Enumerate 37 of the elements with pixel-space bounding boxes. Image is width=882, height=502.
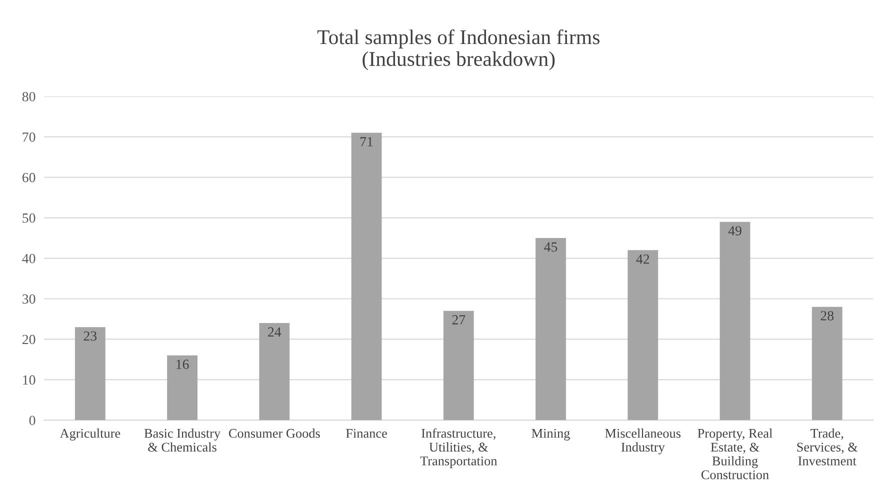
y-tick-label: 30	[22, 294, 36, 304]
x-tick-label: Basic Industry & Chemicals	[144, 428, 221, 452]
bar	[720, 222, 750, 420]
bar	[259, 323, 290, 420]
bar	[74, 327, 106, 420]
data-label: 71	[360, 137, 373, 146]
x-tick-label: Agriculture	[60, 428, 120, 441]
data-label: 28	[820, 311, 834, 320]
y-tick-label: 0	[29, 416, 36, 426]
y-tick-label: 80	[22, 92, 36, 102]
x-tick-label: Mining	[532, 428, 570, 440]
x-tick-label: Property, Real Estate, & Building Construction	[698, 428, 772, 480]
data-label: 45	[544, 242, 558, 252]
bar	[443, 310, 474, 420]
bar	[812, 306, 842, 420]
data-label: 49	[728, 226, 742, 236]
y-tick-label: 60	[22, 172, 36, 182]
data-label: 27	[452, 315, 466, 324]
y-tick-label: 50	[22, 213, 36, 223]
data-label: 42	[636, 254, 650, 264]
y-tick-label: 40	[22, 254, 36, 264]
x-tick-label: Miscellaneous Industry	[605, 428, 681, 454]
x-tick-label: Finance	[346, 428, 387, 438]
y-tick-label: 70	[22, 132, 36, 142]
data-label: 24	[268, 327, 282, 336]
x-tick-label: Consumer Goods	[228, 428, 320, 438]
y-tick-label: 10	[23, 375, 36, 385]
chart-title: Total samples of Indonesian firms (Industries breakdown)	[317, 29, 600, 70]
x-tick-label: Trade, Services, & Investment	[797, 428, 858, 466]
bar	[536, 238, 566, 420]
bar	[167, 355, 198, 420]
x-tick-label: Infrastructure, Utilities, & Transportation	[420, 428, 498, 468]
y-tick-label: 20	[22, 334, 36, 344]
data-label: 23	[84, 331, 97, 341]
bar	[351, 132, 382, 420]
bar	[628, 250, 658, 420]
data-label: 16	[176, 360, 189, 370]
